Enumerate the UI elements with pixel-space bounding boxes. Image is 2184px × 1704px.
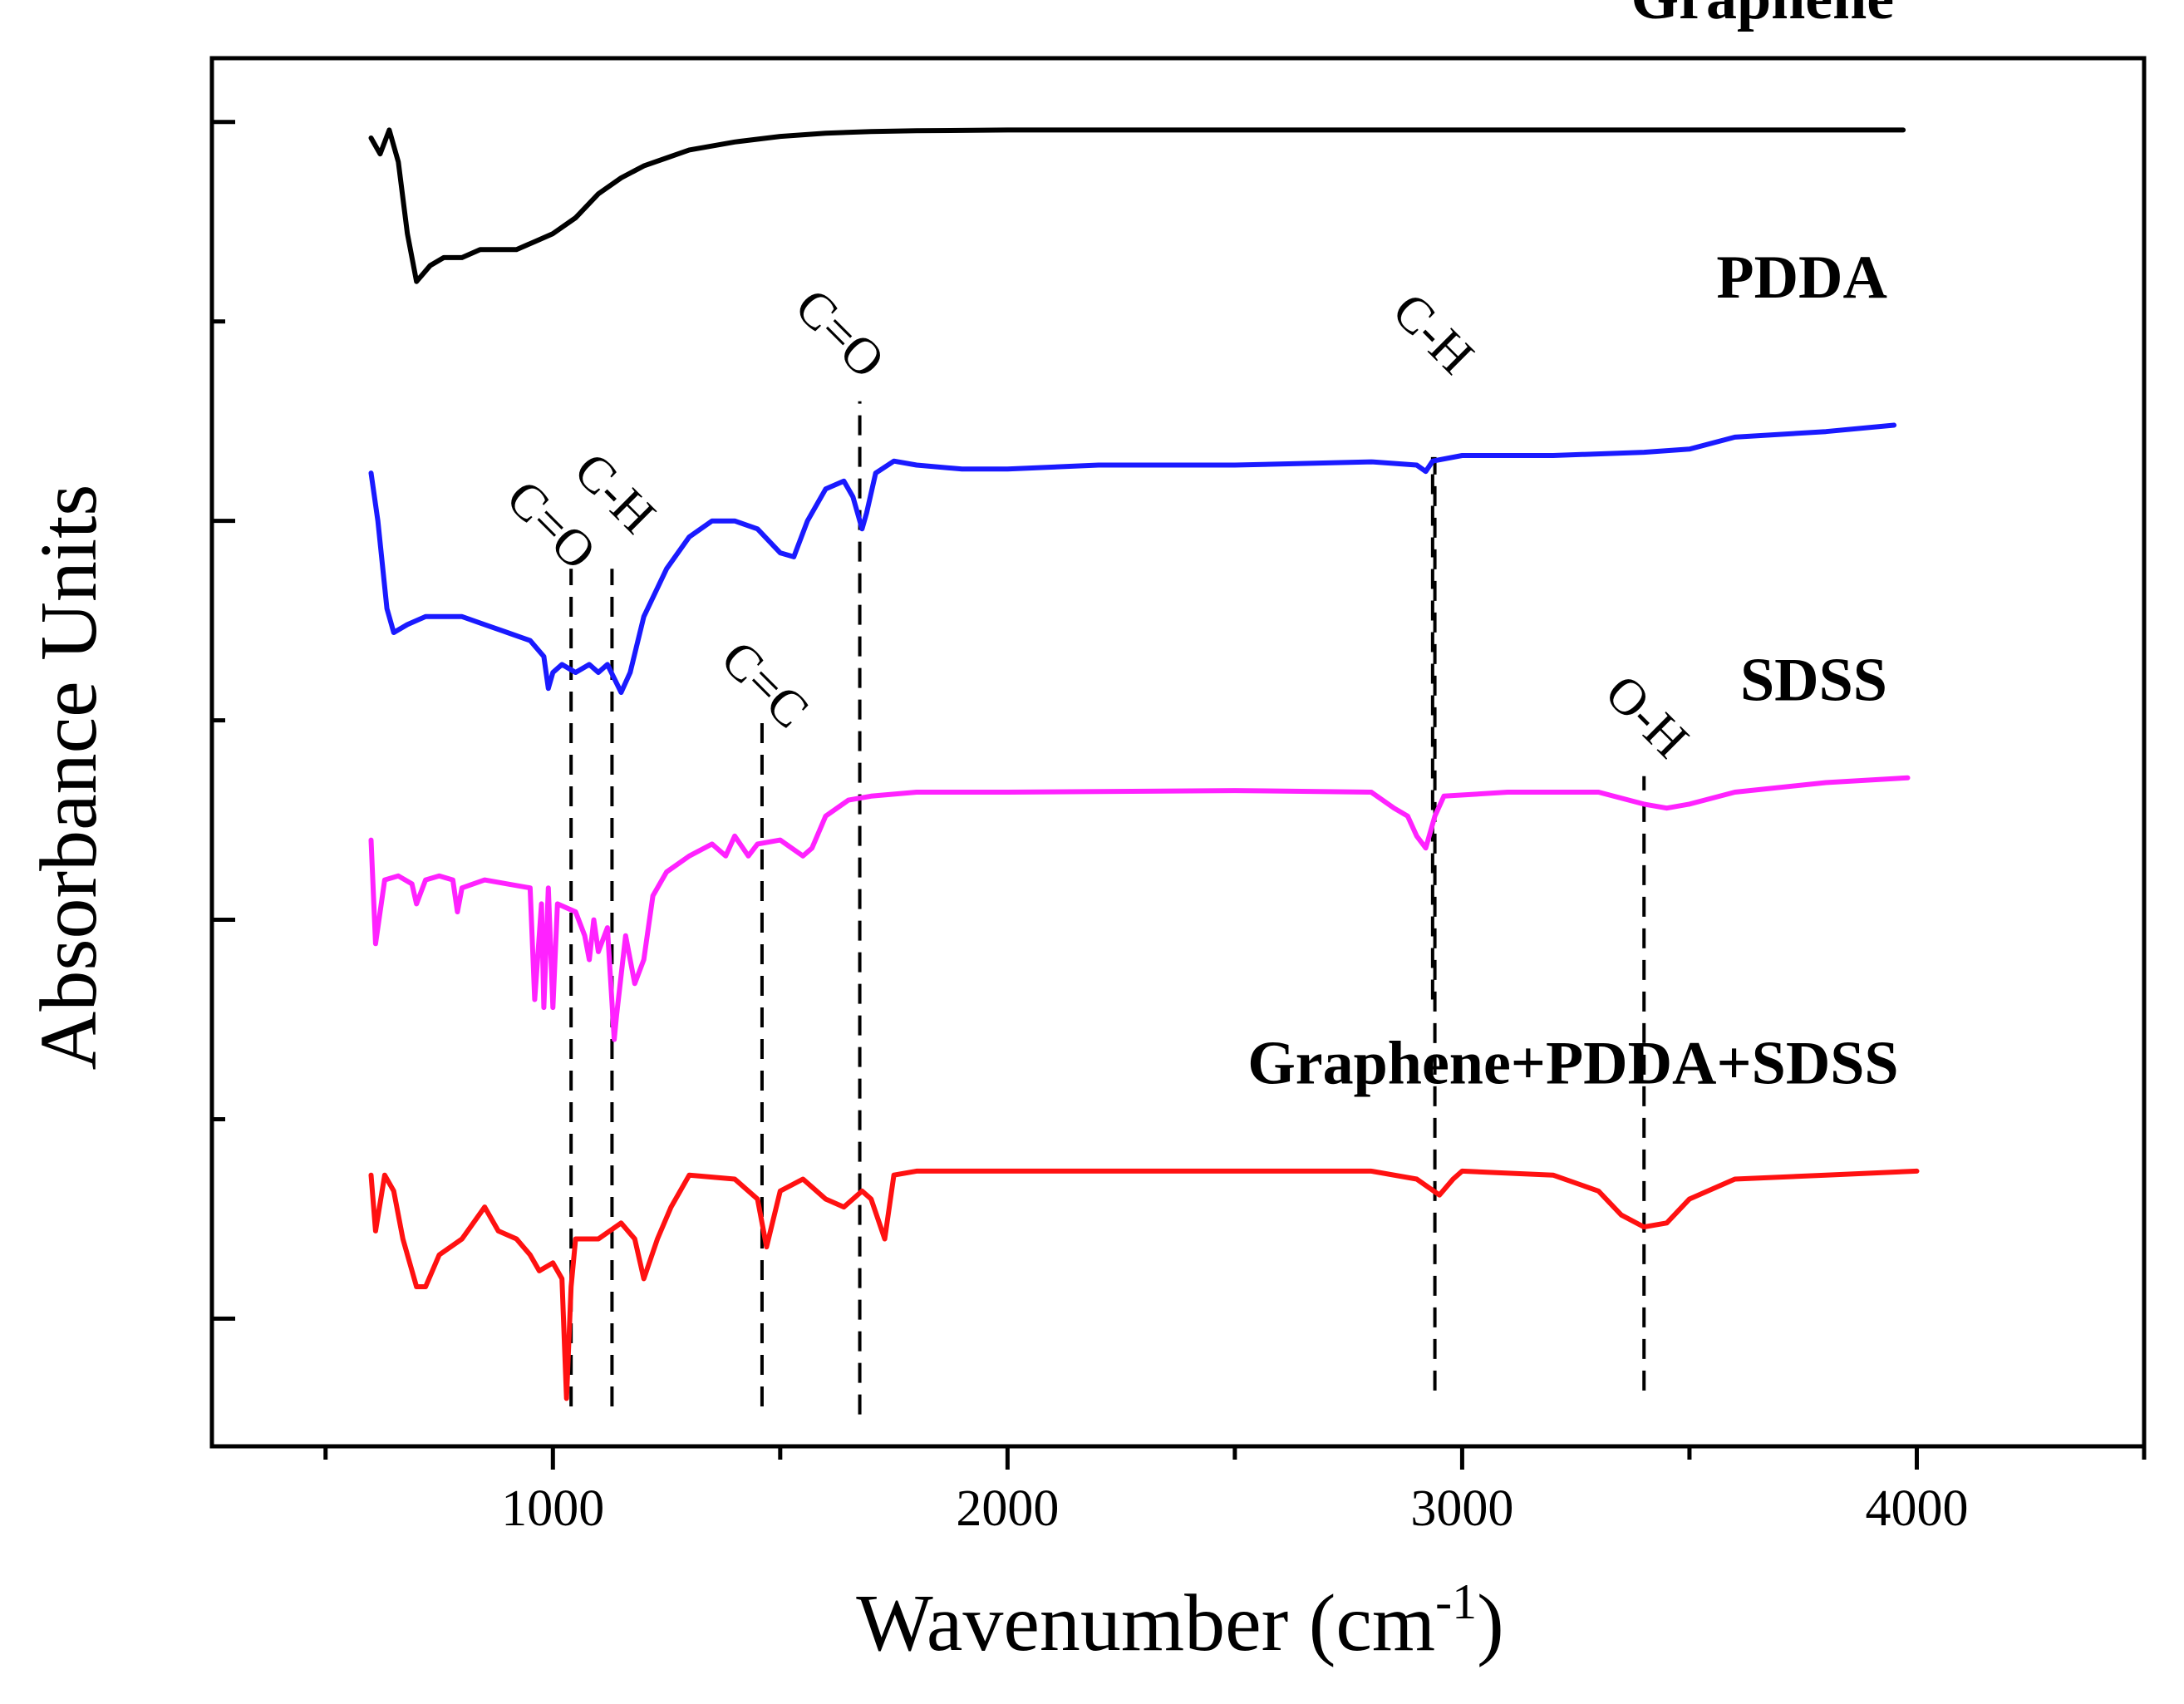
x-axis-title-close: )	[1477, 1578, 1504, 1668]
peak-annotation: O-H	[1594, 664, 1699, 769]
x-tick-labels: 1000 2000 3000 4000	[501, 1480, 1968, 1537]
series-lines	[368, 127, 1920, 1401]
series-line-graphene-pdda-sdss	[368, 1168, 1920, 1401]
y-axis-title: Absorbance Units	[24, 485, 114, 1071]
series-line-sdss	[368, 775, 1911, 1042]
series-label: Graphene+PDDA+SDSS	[1247, 1029, 1898, 1097]
series-label: Graphene	[1631, 0, 1895, 32]
series-labels: Graphene PDDA SDSS Graphene+PDDA+SDSS	[1247, 0, 1898, 1097]
peak-annotation: C=C	[710, 630, 819, 739]
x-tick-label: 2000	[956, 1480, 1059, 1537]
series-line-pdda	[368, 422, 1897, 695]
x-tick-label: 1000	[501, 1480, 604, 1537]
x-tick-label: 3000	[1410, 1480, 1513, 1537]
x-axis-title-superscript: -1	[1435, 1574, 1477, 1629]
peak-annotations: C=OC-HC=OC=CC-HO-H	[495, 278, 1699, 770]
x-axis-title: Wavenumber (cm-1)	[856, 1574, 1504, 1668]
peak-annotation: C-H	[1382, 283, 1485, 386]
series-label: PDDA	[1716, 244, 1887, 312]
peak-annotation: C=O	[785, 278, 896, 390]
x-axis-title-main: Wavenumber (cm	[856, 1578, 1435, 1668]
plot-frame	[209, 56, 2147, 1449]
series-label: SDSS	[1740, 647, 1887, 715]
reference-lines	[569, 401, 1646, 1415]
series-line-graphene	[368, 127, 1906, 284]
x-tick-label: 4000	[1865, 1480, 1968, 1537]
axis-ticks	[212, 120, 2147, 1470]
